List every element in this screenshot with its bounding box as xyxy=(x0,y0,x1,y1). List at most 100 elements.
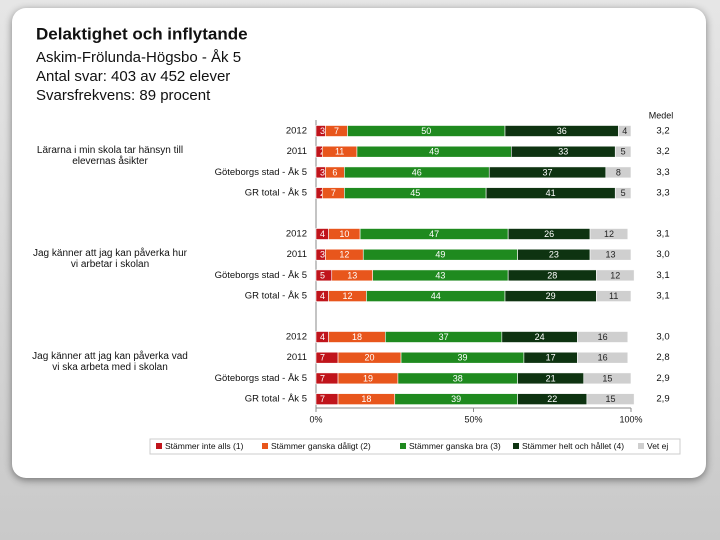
data-label: 50 xyxy=(421,126,431,136)
legend-swatch xyxy=(638,443,644,449)
data-label: 21 xyxy=(546,373,556,383)
data-label: 15 xyxy=(606,394,616,404)
data-label: 4 xyxy=(622,126,627,136)
mean-label: 3,1 xyxy=(656,291,669,302)
bar-segment xyxy=(586,393,635,405)
row-label: 2011 xyxy=(287,352,307,363)
data-label: 16 xyxy=(598,353,608,363)
data-label: 3 xyxy=(320,167,325,177)
data-label: 8 xyxy=(616,167,621,177)
legend-swatch xyxy=(156,443,162,449)
subtitle: Askim-Frölunda-Högsbo - Åk 5 xyxy=(36,49,241,66)
data-label: 7 xyxy=(334,126,339,136)
data-label: 15 xyxy=(602,373,612,383)
data-label: 24 xyxy=(535,332,545,342)
data-label: 23 xyxy=(549,250,559,260)
subtitle: Antal svar: 403 av 452 elever xyxy=(36,68,230,85)
data-label: 49 xyxy=(429,147,439,157)
data-label: 28 xyxy=(547,270,557,280)
data-label: 39 xyxy=(457,353,467,363)
data-label: 45 xyxy=(410,188,420,198)
data-label: 5 xyxy=(320,270,325,280)
bar-segment xyxy=(589,228,629,240)
x-tick-label: 100% xyxy=(619,414,642,424)
mean-header: Medel xyxy=(649,110,674,120)
legend-swatch xyxy=(400,443,406,449)
legend-frame xyxy=(149,438,681,455)
data-label: 5 xyxy=(621,188,626,198)
data-label: 19 xyxy=(363,373,373,383)
group-label: Lärarna i min skola tar hänsyn till elev… xyxy=(36,145,184,167)
row-label: Göteborgs stad - Åk 5 xyxy=(215,270,307,281)
x-tick-label: 0% xyxy=(309,414,322,424)
data-label: 13 xyxy=(606,250,616,260)
data-label: 17 xyxy=(546,353,556,363)
data-label: 4 xyxy=(320,291,325,301)
row-label: GR total - Åk 5 xyxy=(245,394,307,405)
data-label: 12 xyxy=(604,229,614,239)
row-label: GR total - Åk 5 xyxy=(245,291,307,302)
group-label: Jag känner att jag kan påverka vad vi sk… xyxy=(32,351,188,373)
row-label: Göteborgs stad - Åk 5 xyxy=(215,167,307,178)
data-label: 13 xyxy=(347,270,357,280)
mean-label: 3,2 xyxy=(656,126,669,137)
row-label: GR total - Åk 5 xyxy=(245,188,307,199)
data-label: 38 xyxy=(453,373,463,383)
data-label: 49 xyxy=(435,250,445,260)
bar-segment xyxy=(618,125,632,137)
bar-segment xyxy=(614,145,632,158)
data-label: 41 xyxy=(546,188,556,198)
chart-title: Delaktighet och inflytande xyxy=(36,24,248,43)
data-label: 12 xyxy=(339,250,349,260)
row-label: 2012 xyxy=(286,229,307,240)
bar-segment xyxy=(577,331,629,343)
mean-label: 3,0 xyxy=(656,332,669,343)
data-label: 11 xyxy=(335,147,344,157)
data-label: 16 xyxy=(598,332,608,342)
legend-label: Stämmer ganska dåligt (2) xyxy=(271,441,371,451)
data-label: 3 xyxy=(320,250,325,260)
bar-segment xyxy=(589,248,632,261)
data-label: 26 xyxy=(544,229,554,239)
bar-segment xyxy=(577,351,629,364)
data-label: 7 xyxy=(320,353,325,363)
mean-label: 3,0 xyxy=(656,249,669,260)
data-label: 7 xyxy=(320,394,325,404)
mean-label: 2,9 xyxy=(656,394,669,405)
mean-label: 3,2 xyxy=(656,146,669,157)
group-label: Jag känner att jag kan påverka hur vi ar… xyxy=(33,248,187,270)
legend-label: Stämmer inte alls (1) xyxy=(165,441,244,451)
legend-swatch xyxy=(513,443,519,449)
row-label: 2011 xyxy=(287,249,307,260)
mean-label: 3,3 xyxy=(656,188,669,199)
data-label: 10 xyxy=(339,229,349,239)
legend-label: Stämmer ganska bra (3) xyxy=(409,441,501,451)
data-label: 39 xyxy=(451,394,461,404)
mean-label: 2,9 xyxy=(656,373,669,384)
data-label: 4 xyxy=(320,229,325,239)
data-label: 33 xyxy=(558,147,568,157)
mean-label: 3,3 xyxy=(656,167,669,178)
data-label: 18 xyxy=(361,394,371,404)
x-tick-label: 50% xyxy=(464,414,482,424)
data-label: 11 xyxy=(609,291,618,301)
data-label: 37 xyxy=(543,167,553,177)
data-label: 4 xyxy=(320,332,325,342)
data-label: 5 xyxy=(621,147,626,157)
row-label: 2011 xyxy=(287,146,307,157)
data-label: 29 xyxy=(546,291,556,301)
data-label: 22 xyxy=(547,394,557,404)
data-label: 3 xyxy=(320,126,325,136)
data-label: 7 xyxy=(320,373,325,383)
bar-segment xyxy=(596,269,635,282)
data-label: 12 xyxy=(610,270,620,280)
data-label: 20 xyxy=(365,353,375,363)
data-label: 36 xyxy=(557,126,567,136)
data-label: 46 xyxy=(412,167,422,177)
mean-label: 2,8 xyxy=(656,352,669,363)
data-label: 47 xyxy=(429,229,439,239)
data-label: 37 xyxy=(439,332,449,342)
bar-segment xyxy=(605,166,632,179)
data-label: 44 xyxy=(431,291,441,301)
